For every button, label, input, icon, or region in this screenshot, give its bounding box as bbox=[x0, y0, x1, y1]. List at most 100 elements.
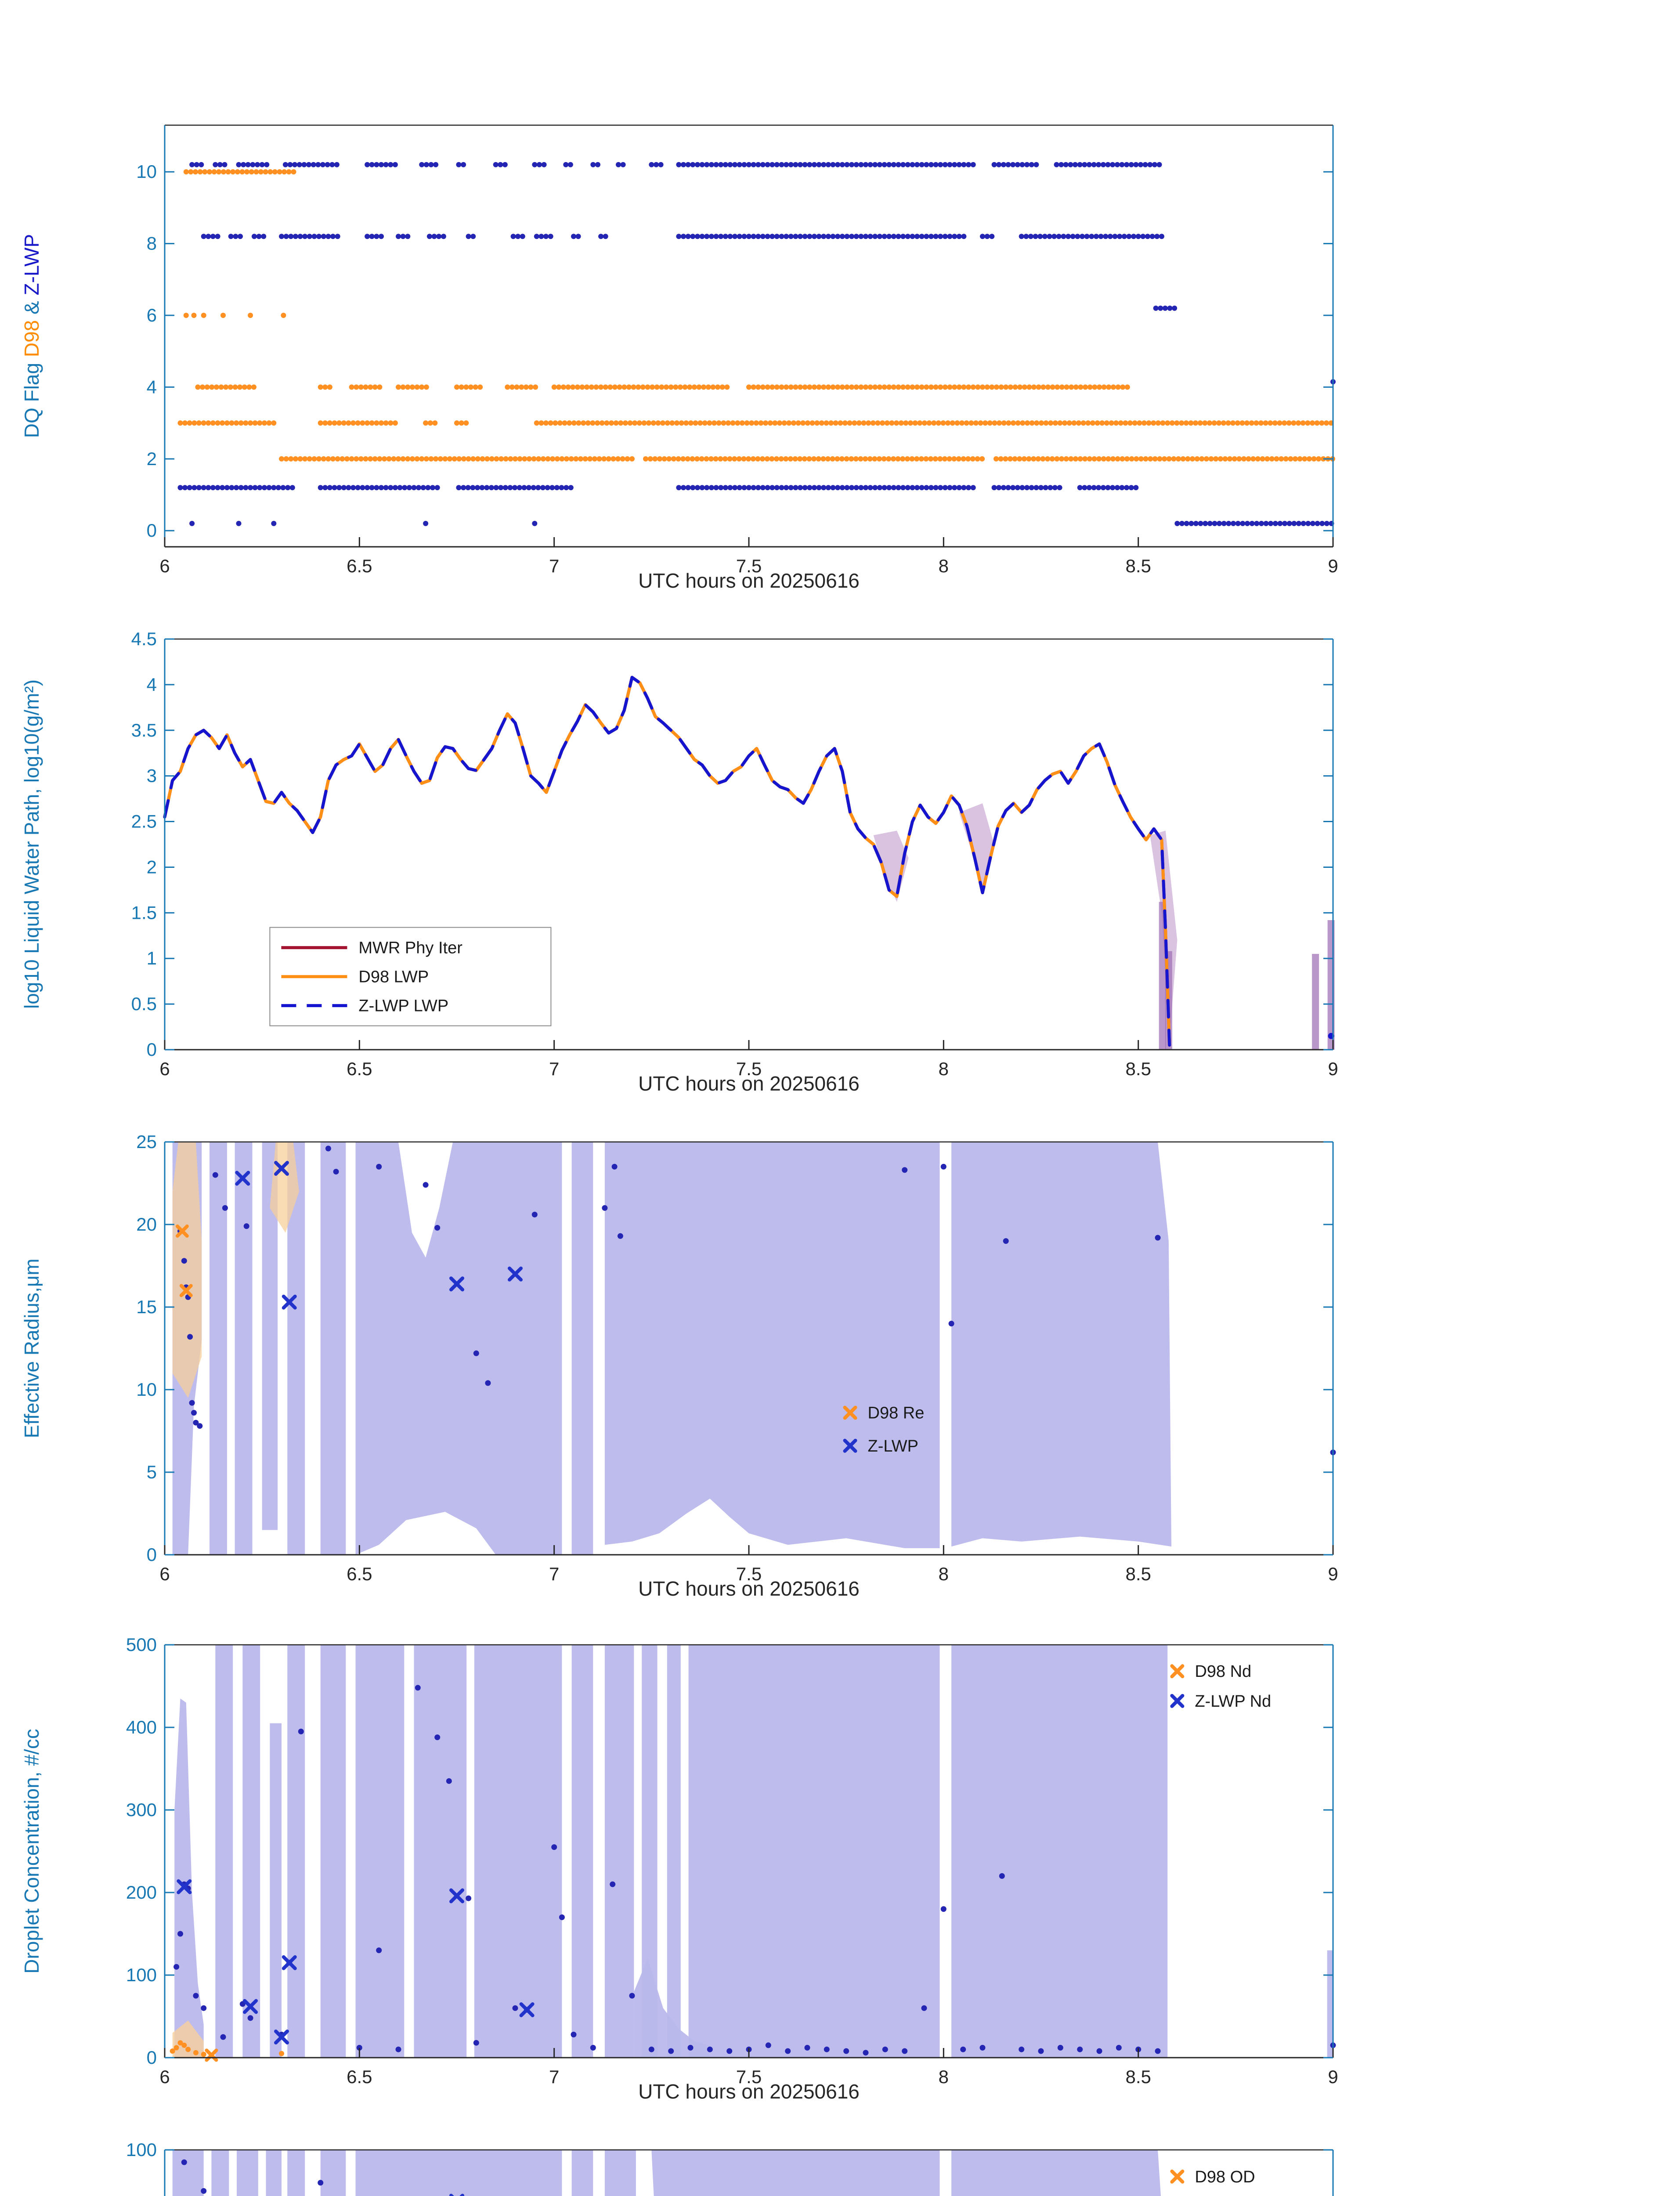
dot-marker bbox=[601, 456, 607, 462]
dot-marker bbox=[1090, 420, 1095, 426]
legend-entry-label: D98 Nd bbox=[1195, 1662, 1251, 1681]
dot-marker bbox=[1017, 384, 1023, 390]
dot-marker bbox=[1003, 384, 1009, 390]
zlwp-band bbox=[642, 1645, 658, 2058]
zlwp-band bbox=[215, 1645, 233, 2058]
dot-marker bbox=[947, 456, 952, 462]
dot-marker bbox=[1086, 162, 1092, 167]
dot-marker bbox=[220, 485, 225, 491]
dot-marker bbox=[350, 420, 356, 426]
dot-marker bbox=[1235, 520, 1241, 526]
dot-marker bbox=[584, 384, 590, 390]
legend-optical-depth: D98 ODZ-LWP Nd bbox=[1170, 2168, 1255, 2186]
y-tick-label: 1 bbox=[147, 948, 157, 968]
dot-marker bbox=[718, 485, 724, 491]
dot-marker bbox=[1249, 420, 1254, 426]
dot-marker bbox=[215, 420, 220, 426]
dot-marker bbox=[236, 520, 242, 526]
legend-effective-radius: D98 Re Z-LWP bbox=[843, 1404, 924, 1456]
x-marker bbox=[843, 1405, 857, 1420]
dot-marker bbox=[395, 2046, 401, 2052]
dot-marker bbox=[798, 162, 803, 167]
dot-marker bbox=[1118, 420, 1124, 426]
dot-marker bbox=[238, 420, 244, 426]
dot-marker bbox=[807, 384, 813, 390]
dot-marker bbox=[1202, 420, 1208, 426]
dot-marker bbox=[654, 162, 659, 167]
dot-marker bbox=[613, 420, 619, 426]
dot-marker bbox=[433, 162, 439, 167]
dot-marker bbox=[1082, 456, 1088, 462]
dot-marker bbox=[956, 384, 962, 390]
x-tick-label: 8 bbox=[939, 1058, 949, 1079]
dot-marker bbox=[655, 420, 661, 426]
zlwp-band bbox=[688, 1645, 940, 2058]
dot-marker bbox=[788, 485, 794, 491]
dot-marker bbox=[979, 2044, 986, 2051]
dot-marker bbox=[596, 456, 602, 462]
xlabel-dq-flag: UTC hours on 20250616 bbox=[638, 569, 860, 592]
dot-marker bbox=[197, 169, 203, 175]
dot-marker bbox=[929, 485, 934, 491]
dot-marker bbox=[835, 485, 841, 491]
dot-marker bbox=[383, 420, 389, 426]
legend-entry-label: D98 LWP bbox=[358, 968, 429, 986]
dot-marker bbox=[280, 485, 286, 491]
dot-marker bbox=[713, 485, 719, 491]
dot-marker bbox=[784, 162, 789, 167]
panel-droplet-concentration: D98 Nd Z-LWP Nd 6 6.5 7 7.5 8 8.5 9 0 100 200 300 400… bbox=[126, 1634, 1338, 2087]
dot-marker bbox=[626, 384, 632, 390]
dot-marker bbox=[318, 384, 323, 390]
dot-marker bbox=[1193, 520, 1199, 526]
dot-marker bbox=[557, 420, 563, 426]
dot-marker bbox=[1222, 456, 1228, 462]
dot-marker bbox=[189, 1400, 195, 1406]
dot-marker bbox=[1106, 456, 1111, 462]
dot-marker bbox=[726, 420, 731, 426]
dot-marker bbox=[489, 456, 495, 462]
dot-marker bbox=[251, 234, 257, 239]
dot-marker bbox=[1082, 162, 1087, 167]
dot-marker bbox=[952, 162, 957, 167]
dot-marker bbox=[213, 384, 219, 390]
dot-marker bbox=[952, 384, 957, 390]
dot-marker bbox=[947, 384, 953, 390]
dot-marker bbox=[1050, 384, 1055, 390]
dot-marker bbox=[187, 485, 192, 491]
dot-marker bbox=[970, 384, 976, 390]
dot-marker bbox=[741, 485, 747, 491]
dot-marker bbox=[908, 420, 913, 426]
dot-marker bbox=[1096, 485, 1102, 491]
dot-marker bbox=[1291, 420, 1297, 426]
dot-marker bbox=[531, 485, 536, 491]
dot-marker bbox=[736, 456, 742, 462]
dot-marker bbox=[681, 162, 686, 167]
dot-marker bbox=[746, 485, 751, 491]
dot-marker bbox=[741, 234, 747, 239]
dot-marker bbox=[502, 485, 508, 491]
dot-marker bbox=[1021, 456, 1027, 462]
dot-marker bbox=[1045, 384, 1051, 390]
dot-marker bbox=[940, 420, 946, 426]
dot-marker bbox=[646, 420, 652, 426]
dot-marker bbox=[830, 456, 835, 462]
dot-marker bbox=[1066, 234, 1071, 239]
dot-marker bbox=[329, 162, 335, 167]
dot-marker bbox=[215, 234, 220, 239]
dot-marker bbox=[724, 384, 730, 390]
dot-marker bbox=[735, 420, 741, 426]
dot-marker bbox=[1199, 456, 1205, 462]
dot-marker bbox=[839, 456, 845, 462]
dot-marker bbox=[774, 384, 780, 390]
dot-marker bbox=[1142, 420, 1147, 426]
dot-marker bbox=[1189, 520, 1194, 526]
dot-marker bbox=[550, 456, 556, 462]
x-marker bbox=[843, 1438, 857, 1453]
dot-marker bbox=[177, 420, 183, 426]
dot-marker bbox=[230, 169, 236, 175]
dot-marker bbox=[1282, 520, 1288, 526]
dot-marker bbox=[872, 485, 878, 491]
dot-marker bbox=[1052, 485, 1058, 491]
dot-marker bbox=[296, 162, 302, 167]
dot-marker bbox=[788, 456, 793, 462]
